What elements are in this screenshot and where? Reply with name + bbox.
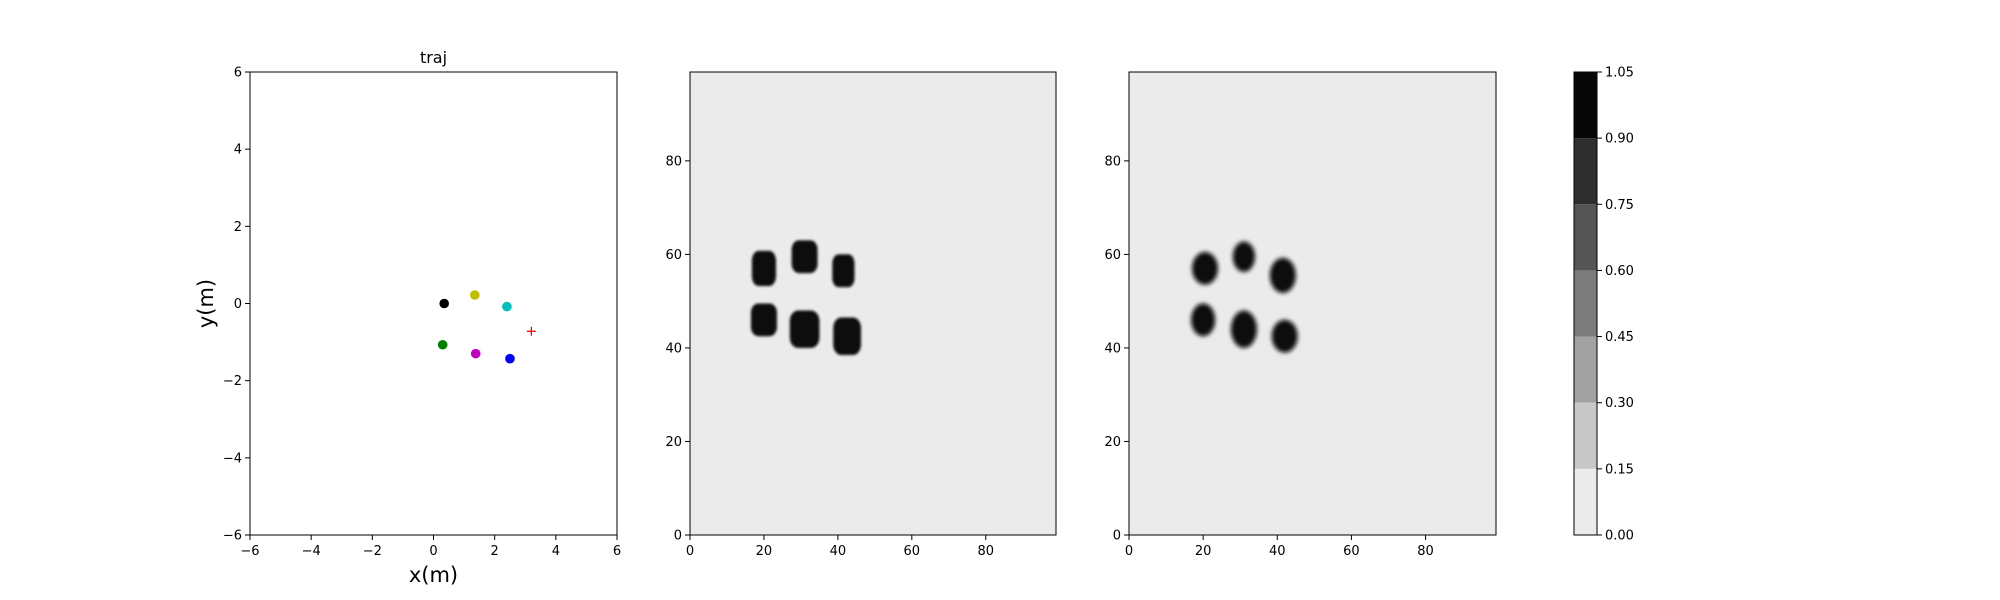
colorbar-band <box>1574 468 1597 535</box>
x-tick-label: 80 <box>977 544 994 559</box>
x-tick-label: 60 <box>1343 544 1360 559</box>
traj-x-ticks: −6 −4 −2 0 2 4 6 <box>240 535 621 559</box>
x-tick-label: −4 <box>302 544 321 559</box>
occupancy-blob <box>1269 257 1296 293</box>
target-marker <box>526 326 536 336</box>
colorbar-tick-label: 0.15 <box>1605 462 1634 477</box>
colorbar-band <box>1574 138 1597 205</box>
x-tick-label: 40 <box>1269 544 1286 559</box>
y-tick-label: 0 <box>234 297 242 312</box>
y-tick-label: 40 <box>665 341 682 356</box>
occupancy-blob <box>1271 319 1298 353</box>
colorbar-tick-label: 0.60 <box>1605 264 1634 279</box>
colorbar-tick-label: 1.05 <box>1605 66 1634 81</box>
map-panel-2: 0 20 40 60 80 0 20 40 60 80 <box>1104 71 1497 559</box>
x-tick-label: 20 <box>1195 544 1212 559</box>
trajectory-point <box>470 348 481 359</box>
map-2-x-ticks: 0 20 40 60 80 <box>1125 535 1434 559</box>
occupancy-blob <box>1192 252 1218 285</box>
y-tick-label: 80 <box>665 154 682 169</box>
occupancy-blob <box>1191 303 1216 337</box>
x-tick-label: −6 <box>240 544 259 559</box>
y-tick-label: 60 <box>1104 248 1121 263</box>
traj-y-ticks: −6 −4 −2 0 2 4 6 <box>223 66 250 544</box>
x-tick-label: 20 <box>756 544 773 559</box>
colorbar-band <box>1574 336 1597 403</box>
colorbar-tick-label: 0.30 <box>1605 396 1634 411</box>
occupancy-blob <box>1230 310 1257 348</box>
map-1-y-ticks: 0 20 40 60 80 <box>665 154 690 544</box>
colorbar-tick-label: 0.45 <box>1605 330 1634 345</box>
x-tick-label: 0 <box>429 544 437 559</box>
map-1-blobs <box>751 240 861 355</box>
occupancy-blob <box>832 254 855 288</box>
x-tick-label: −2 <box>363 544 382 559</box>
y-tick-label: −6 <box>223 529 242 544</box>
map-1-x-ticks: 0 20 40 60 80 <box>686 535 994 559</box>
colorbar-band <box>1574 72 1597 139</box>
trajectory-point <box>502 301 512 312</box>
x-tick-label: 0 <box>1125 544 1133 559</box>
y-tick-label: 40 <box>1104 341 1121 356</box>
map-2-y-ticks: 0 20 40 60 80 <box>1104 154 1129 544</box>
y-tick-label: 0 <box>1113 529 1121 544</box>
traj-plot-area <box>249 71 618 536</box>
traj-y-axis-label: y(m) <box>194 279 218 328</box>
y-tick-label: 2 <box>234 220 242 235</box>
colorbar-band <box>1574 402 1597 469</box>
y-tick-label: 0 <box>674 529 682 544</box>
y-tick-label: 20 <box>1104 435 1121 450</box>
colorbar-bands <box>1574 72 1597 535</box>
x-tick-label: 0 <box>686 544 694 559</box>
x-tick-label: 80 <box>1417 544 1434 559</box>
x-tick-label: 40 <box>830 544 847 559</box>
occupancy-blob <box>833 317 861 355</box>
traj-panel: traj x(m) y(m) −6 −4 −2 0 2 4 6 −6 −4 −2 0 2 4 6 <box>194 48 621 587</box>
map-panel-1: 0 20 40 60 80 0 20 40 60 80 <box>665 71 1057 559</box>
map-2-blobs <box>1191 241 1298 353</box>
occupancy-blob <box>791 240 818 274</box>
colorbar-frame <box>1573 71 1598 536</box>
map-2-background <box>1128 71 1497 536</box>
x-tick-label: 2 <box>491 544 499 559</box>
y-tick-label: 60 <box>665 248 682 263</box>
traj-points <box>437 290 536 364</box>
y-tick-label: −2 <box>223 374 242 389</box>
colorbar-band <box>1574 270 1597 337</box>
trajectory-point <box>437 339 448 350</box>
x-tick-label: 6 <box>613 544 621 559</box>
colorbar-band <box>1574 204 1597 271</box>
x-tick-label: 4 <box>552 544 560 559</box>
colorbar-tick-label: 0.00 <box>1605 529 1634 544</box>
trajectory-point <box>439 298 450 309</box>
map-1-background <box>689 71 1057 536</box>
colorbar-tick-label: 0.75 <box>1605 198 1634 213</box>
map-2-frame <box>1128 71 1497 536</box>
colorbar-ticks: 0.00 0.15 0.30 0.45 0.60 0.75 0.90 1.05 <box>1597 66 1634 544</box>
colorbar: 0.00 0.15 0.30 0.45 0.60 0.75 0.90 1.05 <box>1573 66 1634 544</box>
trajectory-point <box>469 290 480 300</box>
colorbar-tick-label: 0.90 <box>1605 132 1634 147</box>
occupancy-blob <box>1232 241 1256 272</box>
occupancy-blob <box>751 250 776 286</box>
map-1-frame <box>689 71 1057 536</box>
occupancy-blob <box>789 310 820 348</box>
x-tick-label: 60 <box>904 544 921 559</box>
traj-x-axis-label: x(m) <box>409 563 458 587</box>
y-tick-label: −4 <box>223 451 242 466</box>
occupancy-blob <box>751 303 777 337</box>
y-tick-label: 80 <box>1104 154 1121 169</box>
y-tick-label: 20 <box>665 435 682 450</box>
trajectory-point <box>505 353 515 364</box>
traj-title: traj <box>420 48 447 67</box>
y-tick-label: 4 <box>234 143 242 158</box>
y-tick-label: 6 <box>234 66 242 81</box>
